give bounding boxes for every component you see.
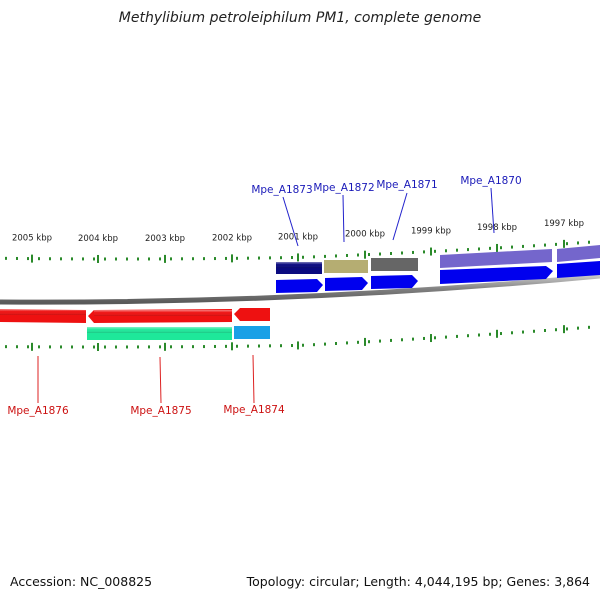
forward-cog-bars [276, 245, 600, 274]
shine [87, 327, 232, 333]
scale-labels: 2005 kbp 2004 kbp 2003 kbp 2002 kbp 2001 kbp… [12, 219, 584, 244]
cog-bar [557, 245, 600, 262]
scale-label: 1999 kbp [411, 227, 451, 237]
scale-label: 2005 kbp [12, 234, 52, 244]
cog-bar [440, 249, 552, 268]
gene-arrow-mpe-a1870[interactable] [440, 266, 553, 284]
leader-line-mpe-a1872 [342, 194, 345, 243]
leader-line-mpe-a1874 [252, 354, 255, 404]
gene-arrow-mpe-a1874[interactable] [234, 308, 270, 321]
gene-label-mpe-a1875[interactable]: Mpe_A1875 [130, 405, 191, 417]
gene-label-mpe-a1874[interactable]: Mpe_A1874 [223, 404, 285, 416]
upper-tick-row [5, 239, 590, 263]
gene-arrow-mpe-a1872[interactable] [325, 277, 368, 291]
scale-label: 2000 kbp [345, 230, 385, 240]
leader-line-mpe-a1873 [282, 196, 299, 247]
scale-label: 2004 kbp [78, 234, 118, 244]
gene-label-mpe-a1873[interactable]: Mpe_A1873 [251, 184, 312, 196]
reverse-leader-lines [37, 354, 255, 404]
scale-label: 1998 kbp [477, 223, 517, 233]
gene-arrow-mpe-a1871[interactable] [371, 275, 418, 289]
scale-label: 2002 kbp [212, 233, 252, 243]
cog-bar [324, 260, 368, 273]
accession-text: Accession: NC_008825 [10, 574, 153, 589]
forward-genes [276, 261, 600, 293]
cog-bar [234, 326, 270, 339]
gene-label-mpe-a1871[interactable]: Mpe_A1871 [376, 179, 437, 191]
gene-label-mpe-a1876[interactable]: Mpe_A1876 [7, 405, 69, 417]
forward-leader-lines [282, 187, 495, 247]
leader-line-mpe-a1875 [159, 356, 162, 404]
leader-line-mpe-a1871 [392, 192, 408, 241]
genome-summary-text: Topology: circular; Length: 4,044,195 bp… [246, 574, 590, 589]
gene-arrow-mpe-a1873[interactable] [276, 279, 323, 293]
shine [94, 310, 232, 316]
shine [276, 262, 322, 268]
leader-line-mpe-a1870 [490, 187, 495, 234]
gene-arrow-partial[interactable] [557, 261, 600, 278]
gene-label-mpe-a1872[interactable]: Mpe_A1872 [313, 182, 374, 194]
lower-tick-row [5, 325, 590, 351]
scale-label: 2001 kbp [278, 232, 318, 242]
gene-label-mpe-a1870[interactable]: Mpe_A1870 [460, 175, 521, 187]
map-title: Methylibium petroleiphilum PM1, complete… [118, 10, 482, 26]
genome-backbone [0, 273, 600, 305]
cog-bar [371, 258, 418, 271]
scale-label: 1997 kbp [544, 219, 584, 229]
shine [0, 309, 86, 315]
scale-label: 2003 kbp [145, 234, 185, 244]
